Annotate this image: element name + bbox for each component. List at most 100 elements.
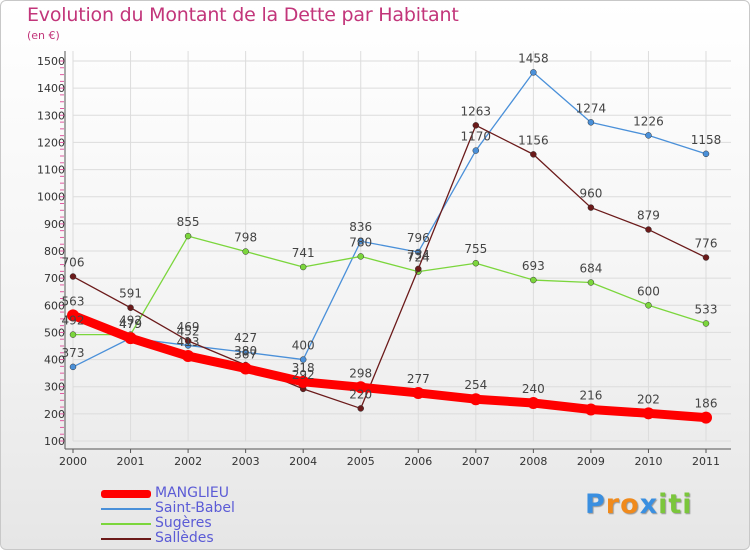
data-point (584, 403, 597, 416)
data-label: 318 (292, 361, 315, 375)
data-point (530, 151, 537, 158)
data-point (184, 232, 192, 240)
x-tick-label: 2006 (404, 455, 432, 468)
data-label: 1226 (633, 114, 664, 128)
data-label: 413 (177, 335, 200, 349)
y-tick-label: 700 (44, 272, 65, 285)
data-label: 492 (62, 314, 85, 328)
legend-label: Sallèdes (155, 530, 214, 546)
logo-letter: P (585, 489, 606, 520)
data-point (357, 237, 364, 245)
data-point (530, 276, 537, 284)
data-label: 1458 (518, 51, 549, 65)
data-label: 734 (407, 248, 430, 262)
x-tick-label: 2003 (232, 455, 260, 468)
data-label: 600 (637, 284, 660, 298)
series-line-sugères (72, 235, 707, 336)
data-point (472, 259, 480, 267)
data-point (127, 304, 134, 311)
y-tick-label: 400 (44, 354, 65, 367)
data-point (530, 69, 537, 76)
series-line-manglieu (68, 310, 711, 423)
data-label: 452 (177, 324, 200, 338)
data-point (124, 332, 137, 345)
y-tick-label: 800 (44, 245, 65, 258)
data-label: 776 (695, 237, 718, 251)
data-label: 373 (62, 346, 85, 360)
data-point (587, 279, 595, 286)
data-label: 563 (62, 294, 85, 308)
y-tick-label: 900 (44, 218, 65, 231)
legend-item-manglieu: MANGLIEU (101, 485, 301, 502)
data-label: 591 (119, 287, 142, 301)
data-point (297, 375, 310, 388)
data-label: 479 (119, 317, 142, 331)
x-tick-label: 2007 (462, 455, 490, 468)
data-label: 298 (349, 366, 372, 380)
data-label: 427 (234, 331, 257, 345)
y-tick-label: 100 (44, 435, 65, 448)
proxiti-logo: Proxiti (585, 489, 693, 520)
data-label: 836 (349, 220, 372, 234)
y-tick-label: 1400 (37, 82, 65, 95)
y-tick-label: 200 (44, 408, 65, 421)
data-point (472, 147, 480, 154)
data-label: 492 (119, 314, 142, 328)
y-tick-label: 600 (44, 299, 65, 312)
data-label: 533 (695, 302, 718, 316)
legend-label: Saint-Babel (155, 500, 235, 516)
data-label: 240 (522, 382, 545, 396)
data-label: 755 (464, 242, 487, 256)
x-tick-label: 2009 (577, 455, 605, 468)
data-point (184, 337, 192, 345)
chart-unit-label: (en €) (27, 29, 60, 42)
data-point (472, 122, 480, 129)
data-point (69, 273, 77, 280)
data-label: 741 (292, 246, 315, 260)
y-tick-label: 300 (44, 381, 65, 394)
data-label: 796 (407, 231, 430, 245)
x-tick-label: 2005 (347, 455, 375, 468)
data-label: 798 (234, 231, 257, 245)
data-label: 780 (349, 235, 372, 249)
logo-letter: i (682, 489, 693, 520)
data-label: 400 (292, 339, 315, 353)
data-point (415, 248, 422, 256)
data-label: 469 (177, 320, 200, 334)
data-label: 367 (234, 348, 257, 362)
logo-letter: x (639, 489, 659, 520)
x-tick-label: 2008 (519, 455, 547, 468)
data-point (642, 407, 655, 420)
data-label: 1170 (461, 130, 492, 144)
logo-letter: t (668, 489, 683, 520)
x-tick-label: 2004 (289, 455, 317, 468)
legend-label: MANGLIEU (155, 485, 229, 501)
data-label: 277 (407, 372, 430, 386)
y-tick-label: 1200 (37, 136, 65, 149)
data-label: 216 (579, 389, 602, 403)
data-point (702, 254, 710, 261)
chart-title: Evolution du Montant de la Dette par Hab… (27, 4, 459, 26)
data-point (412, 386, 425, 399)
series-line-saint-babel (72, 71, 707, 368)
data-point (69, 363, 77, 371)
data-label: 380 (234, 344, 257, 358)
logo-letter: i (658, 489, 669, 520)
data-point (239, 362, 252, 375)
legend-swatch (101, 508, 151, 510)
data-label: 724 (407, 251, 430, 265)
x-tick-label: 2001 (117, 455, 145, 468)
data-label: 220 (349, 387, 372, 401)
legend-label: Sugères (155, 515, 212, 531)
data-point (645, 226, 652, 233)
data-point (182, 350, 195, 363)
data-label: 1158 (691, 133, 722, 147)
data-point (469, 393, 482, 406)
data-label: 855 (177, 215, 200, 229)
legend-item-saint-babel: Saint-Babel (101, 500, 301, 517)
data-label: 1156 (518, 133, 549, 147)
x-tick-label: 2010 (634, 455, 662, 468)
data-point (700, 411, 712, 424)
data-label: 202 (637, 392, 660, 406)
